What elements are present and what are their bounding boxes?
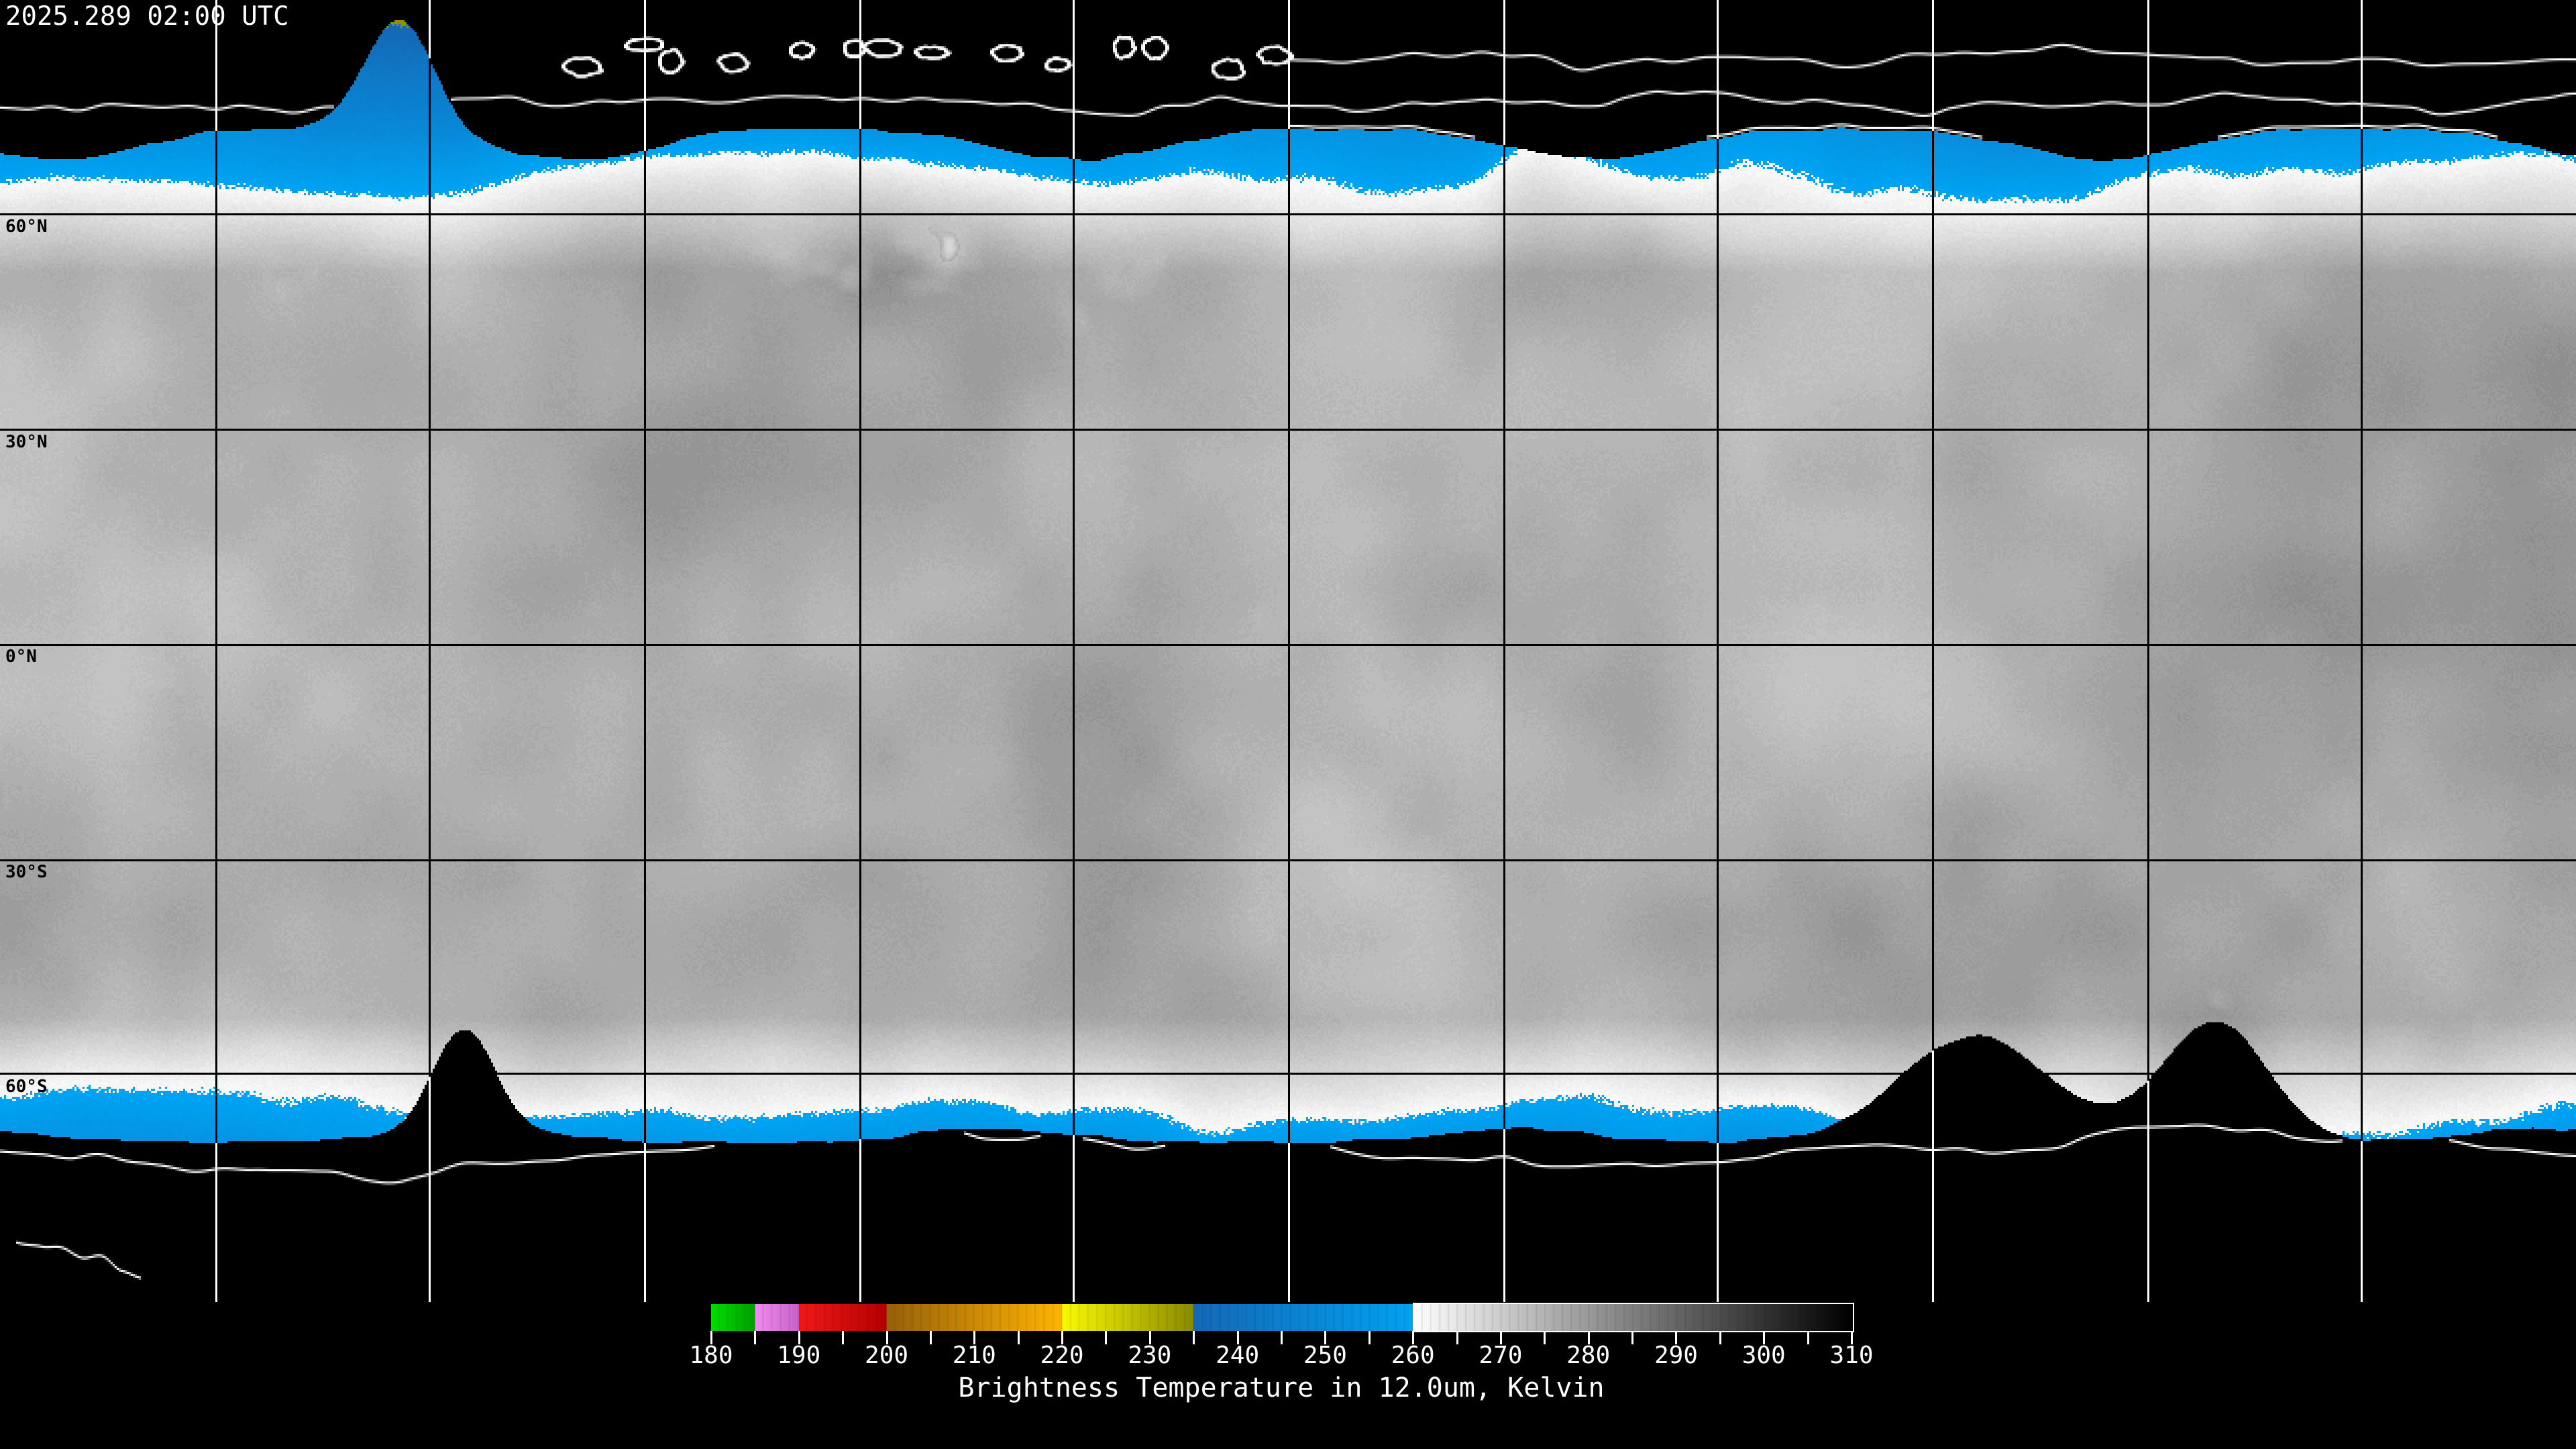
- colorbar-tick: [1719, 1331, 1721, 1344]
- colorbar-tick-label: 260: [1391, 1342, 1435, 1369]
- colorbar-tick: [1807, 1331, 1809, 1344]
- colorbar-tick: [1544, 1331, 1546, 1344]
- colorbar-tick: [1631, 1331, 1634, 1344]
- colorbar-banding: [711, 1304, 1851, 1331]
- latitude-label: 60°S: [5, 1077, 48, 1097]
- colorbar-tick: [1499, 1331, 1502, 1344]
- colorbar-tick-label: 280: [1566, 1342, 1611, 1369]
- colorbar-tick: [1456, 1331, 1458, 1344]
- colorbar-caption: Brightness Temperature in 12.0um, Kelvin: [958, 1373, 1605, 1403]
- colorbar-tick: [1763, 1331, 1766, 1344]
- colorbar-tick: [1017, 1331, 1020, 1344]
- colorbar-tick: [1412, 1331, 1415, 1344]
- colorbar-tick: [754, 1331, 757, 1344]
- colorbar-tick: [1236, 1331, 1239, 1344]
- colorbar-tick-label: 290: [1654, 1342, 1698, 1369]
- colorbar-tick-label: 230: [1128, 1342, 1172, 1369]
- satellite-map-canvas: [0, 0, 2576, 1302]
- colorbar-tick-label: 190: [777, 1342, 821, 1369]
- colorbar-ticks: [710, 1331, 1853, 1346]
- colorbar-tick: [710, 1331, 712, 1344]
- colorbar-tick: [885, 1331, 888, 1344]
- colorbar-tick-label: 180: [689, 1342, 733, 1369]
- colorbar-tick: [1148, 1331, 1151, 1344]
- colorbar-tick: [1368, 1331, 1371, 1344]
- colorbar-tick-label: 240: [1216, 1342, 1260, 1369]
- colorbar-gradient: [711, 1304, 1851, 1331]
- colorbar-tick: [929, 1331, 932, 1344]
- colorbar-tick-label: 200: [865, 1342, 909, 1369]
- colorbar-tick: [1061, 1331, 1064, 1344]
- colorbar-tick: [1324, 1331, 1327, 1344]
- colorbar-tick-label: 210: [952, 1342, 996, 1369]
- latitude-label: 0°N: [5, 647, 37, 667]
- colorbar-tick: [1587, 1331, 1590, 1344]
- colorbar-grayscale-frame: [1413, 1303, 1854, 1332]
- latitude-label: 30°N: [5, 432, 48, 452]
- timestamp-label: 2025.289 02:00 UTC: [5, 1, 289, 32]
- colorbar-tick: [1851, 1331, 1853, 1344]
- colorbar-tick: [798, 1331, 800, 1344]
- colorbar-tick: [1281, 1331, 1283, 1344]
- latitude-label: 60°N: [5, 217, 48, 237]
- colorbar-tick: [1675, 1331, 1678, 1344]
- colorbar-tick-label: 250: [1303, 1342, 1347, 1369]
- colorbar-tick: [973, 1331, 976, 1344]
- colorbar-tick: [1193, 1331, 1195, 1344]
- colorbar-tick-label: 270: [1479, 1342, 1523, 1369]
- colorbar: [711, 1303, 1854, 1332]
- colorbar-tick-labels: 180 190 200 210 220 230 240 250 260 270 280 290 300 3…: [689, 1342, 1873, 1373]
- colorbar-tick-label: 300: [1741, 1342, 1786, 1369]
- colorbar-tick: [1105, 1331, 1108, 1344]
- colorbar-tick: [842, 1331, 845, 1344]
- colorbar-tick-label: 220: [1040, 1342, 1084, 1369]
- colorbar-tick-label: 310: [1829, 1342, 1874, 1369]
- latitude-label: 30°S: [5, 862, 48, 882]
